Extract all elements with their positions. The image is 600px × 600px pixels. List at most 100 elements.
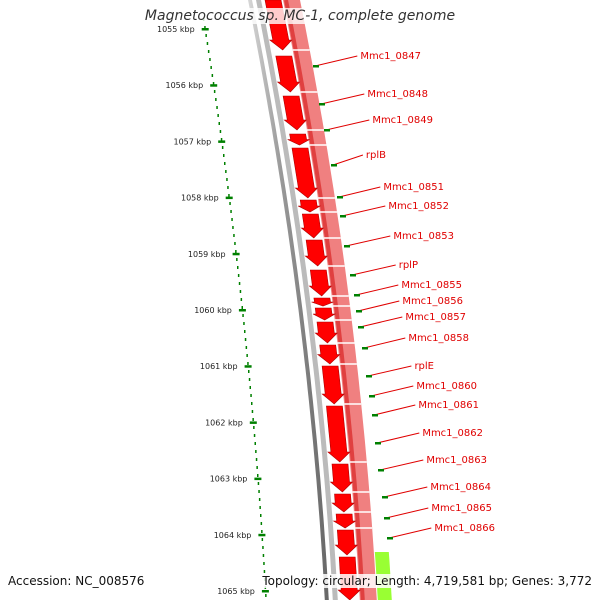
gene-tick	[362, 347, 368, 350]
ruler-dot	[226, 178, 228, 181]
gene-labels: Mmc1_0847 Mmc1_0848 Mmc1_0849 rplB Mmc1_0851…	[313, 51, 495, 540]
gene-tick	[387, 537, 393, 540]
gene-label[interactable]: Mmc1_0852	[388, 201, 449, 212]
gene-leader-line	[388, 527, 432, 539]
ruler-dot	[255, 458, 258, 461]
ruler-dot	[255, 450, 257, 453]
forward-gene-arrow	[297, 199, 322, 213]
ruler-dot	[246, 354, 248, 357]
kbp-label: 1061 kbp	[200, 362, 238, 371]
gene-tick	[358, 326, 364, 329]
backbone-line	[256, 0, 338, 600]
ruler-dot	[224, 162, 226, 165]
ruler-dot	[235, 250, 237, 253]
ruler-dot	[243, 322, 245, 325]
gene-label[interactable]: Mmc1_0853	[393, 231, 454, 242]
gene-leader-line	[376, 432, 420, 444]
gene-tick	[356, 310, 362, 313]
gene-leader-line	[373, 404, 416, 416]
kbp-label: 1064 kbp	[214, 531, 252, 540]
ruler-dot	[236, 258, 238, 261]
forward-gene-arrow	[304, 239, 329, 267]
ruler-dot	[257, 474, 259, 477]
ruler-major-tick	[254, 477, 262, 481]
ruler-dot	[225, 170, 227, 173]
kbp-ruler	[201, 18, 269, 597]
gene-tick	[382, 496, 388, 499]
gene-tick	[340, 215, 346, 218]
ruler-major-tick	[210, 84, 218, 87]
gene-label[interactable]: rplE	[414, 361, 434, 372]
gene-label[interactable]: Mmc1_0865	[431, 503, 492, 514]
ruler-dot	[261, 530, 263, 533]
gene-label[interactable]: Mmc1_0849	[372, 115, 433, 126]
ruler-dot	[220, 138, 223, 141]
gene-label[interactable]: rplP	[399, 260, 418, 271]
ruler-dot	[205, 34, 207, 37]
forward-gene-arrow	[311, 297, 334, 307]
ruler-dot	[237, 266, 239, 269]
ruler-major-tick	[225, 196, 233, 200]
ruler-dot	[257, 482, 260, 485]
ruler-dot	[244, 330, 246, 333]
ruler-dot	[206, 42, 209, 45]
ruler-dot	[245, 346, 248, 349]
forward-gene-arrow	[334, 529, 359, 556]
gene-label[interactable]: Mmc1_0864	[430, 482, 491, 493]
gene-leader-line	[379, 459, 424, 471]
forward-gene-arrow	[316, 344, 341, 365]
ruler-dot	[248, 370, 250, 373]
gene-label[interactable]: Mmc1_0857	[405, 312, 466, 323]
gene-label[interactable]: Mmc1_0848	[367, 89, 428, 100]
gene-tick	[375, 442, 381, 445]
ruler-dot	[218, 122, 220, 125]
ruler-dot	[248, 378, 251, 381]
ruler-dot	[219, 130, 222, 133]
kbp-label: 1060 kbp	[194, 306, 232, 315]
ruler-dot	[215, 98, 217, 101]
ruler-dot	[241, 306, 243, 309]
map-title: Magnetococcus sp. MC-1, complete genome	[0, 8, 600, 24]
ruler-dot	[231, 218, 233, 221]
gene-label[interactable]: Mmc1_0855	[401, 280, 462, 291]
gene-label[interactable]: Mmc1_0851	[383, 182, 444, 193]
ruler-dot	[234, 242, 236, 245]
forward-gene-arrow	[308, 269, 333, 297]
ruler-dot	[254, 442, 256, 445]
ruler-dot	[253, 434, 256, 437]
reverse-strand-track	[283, 0, 392, 600]
gene-label[interactable]: Mmc1_0863	[426, 455, 487, 466]
gene-label[interactable]: Mmc1_0860	[416, 381, 477, 392]
kbp-ruler-labels: 1055 kbp 1056 kbp 1057 kbp 1058 kbp 1059 kbp…	[157, 25, 255, 596]
gene-leader-line	[345, 235, 391, 247]
gene-leader-line	[332, 154, 364, 166]
gene-tick	[313, 65, 319, 68]
forward-gene-arrow	[321, 365, 345, 405]
gene-label[interactable]: Mmc1_0861	[418, 400, 479, 411]
gene-label[interactable]: Mmc1_0856	[402, 296, 463, 307]
forward-gene-arrow	[314, 321, 339, 344]
ruler-major-tick	[201, 28, 209, 31]
ruler-dot	[229, 202, 231, 205]
ruler-dot	[263, 570, 266, 573]
ruler-major-tick	[249, 421, 257, 424]
gene-leader-line	[338, 186, 381, 198]
ruler-dot	[251, 402, 253, 405]
ruler-dot	[238, 282, 241, 285]
kbp-label: 1058 kbp	[181, 194, 219, 203]
ruler-dot	[251, 410, 254, 413]
ruler-dot	[252, 418, 254, 421]
gene-label[interactable]: Mmc1_0866	[434, 523, 495, 534]
forward-gene-arrow	[332, 513, 357, 529]
gene-label[interactable]: Mmc1_0862	[422, 428, 483, 439]
gene-label[interactable]: rplB	[366, 150, 386, 161]
ruler-dot	[221, 146, 224, 149]
ruler-dot	[240, 298, 243, 301]
gene-leader-line	[314, 55, 358, 67]
gene-label[interactable]: Mmc1_0847	[360, 51, 421, 62]
ruler-dot	[232, 226, 234, 229]
ruler-major-tick	[261, 590, 269, 593]
gene-tick	[372, 414, 378, 417]
gene-leader-line	[370, 385, 414, 397]
gene-label[interactable]: Mmc1_0858	[408, 333, 469, 344]
